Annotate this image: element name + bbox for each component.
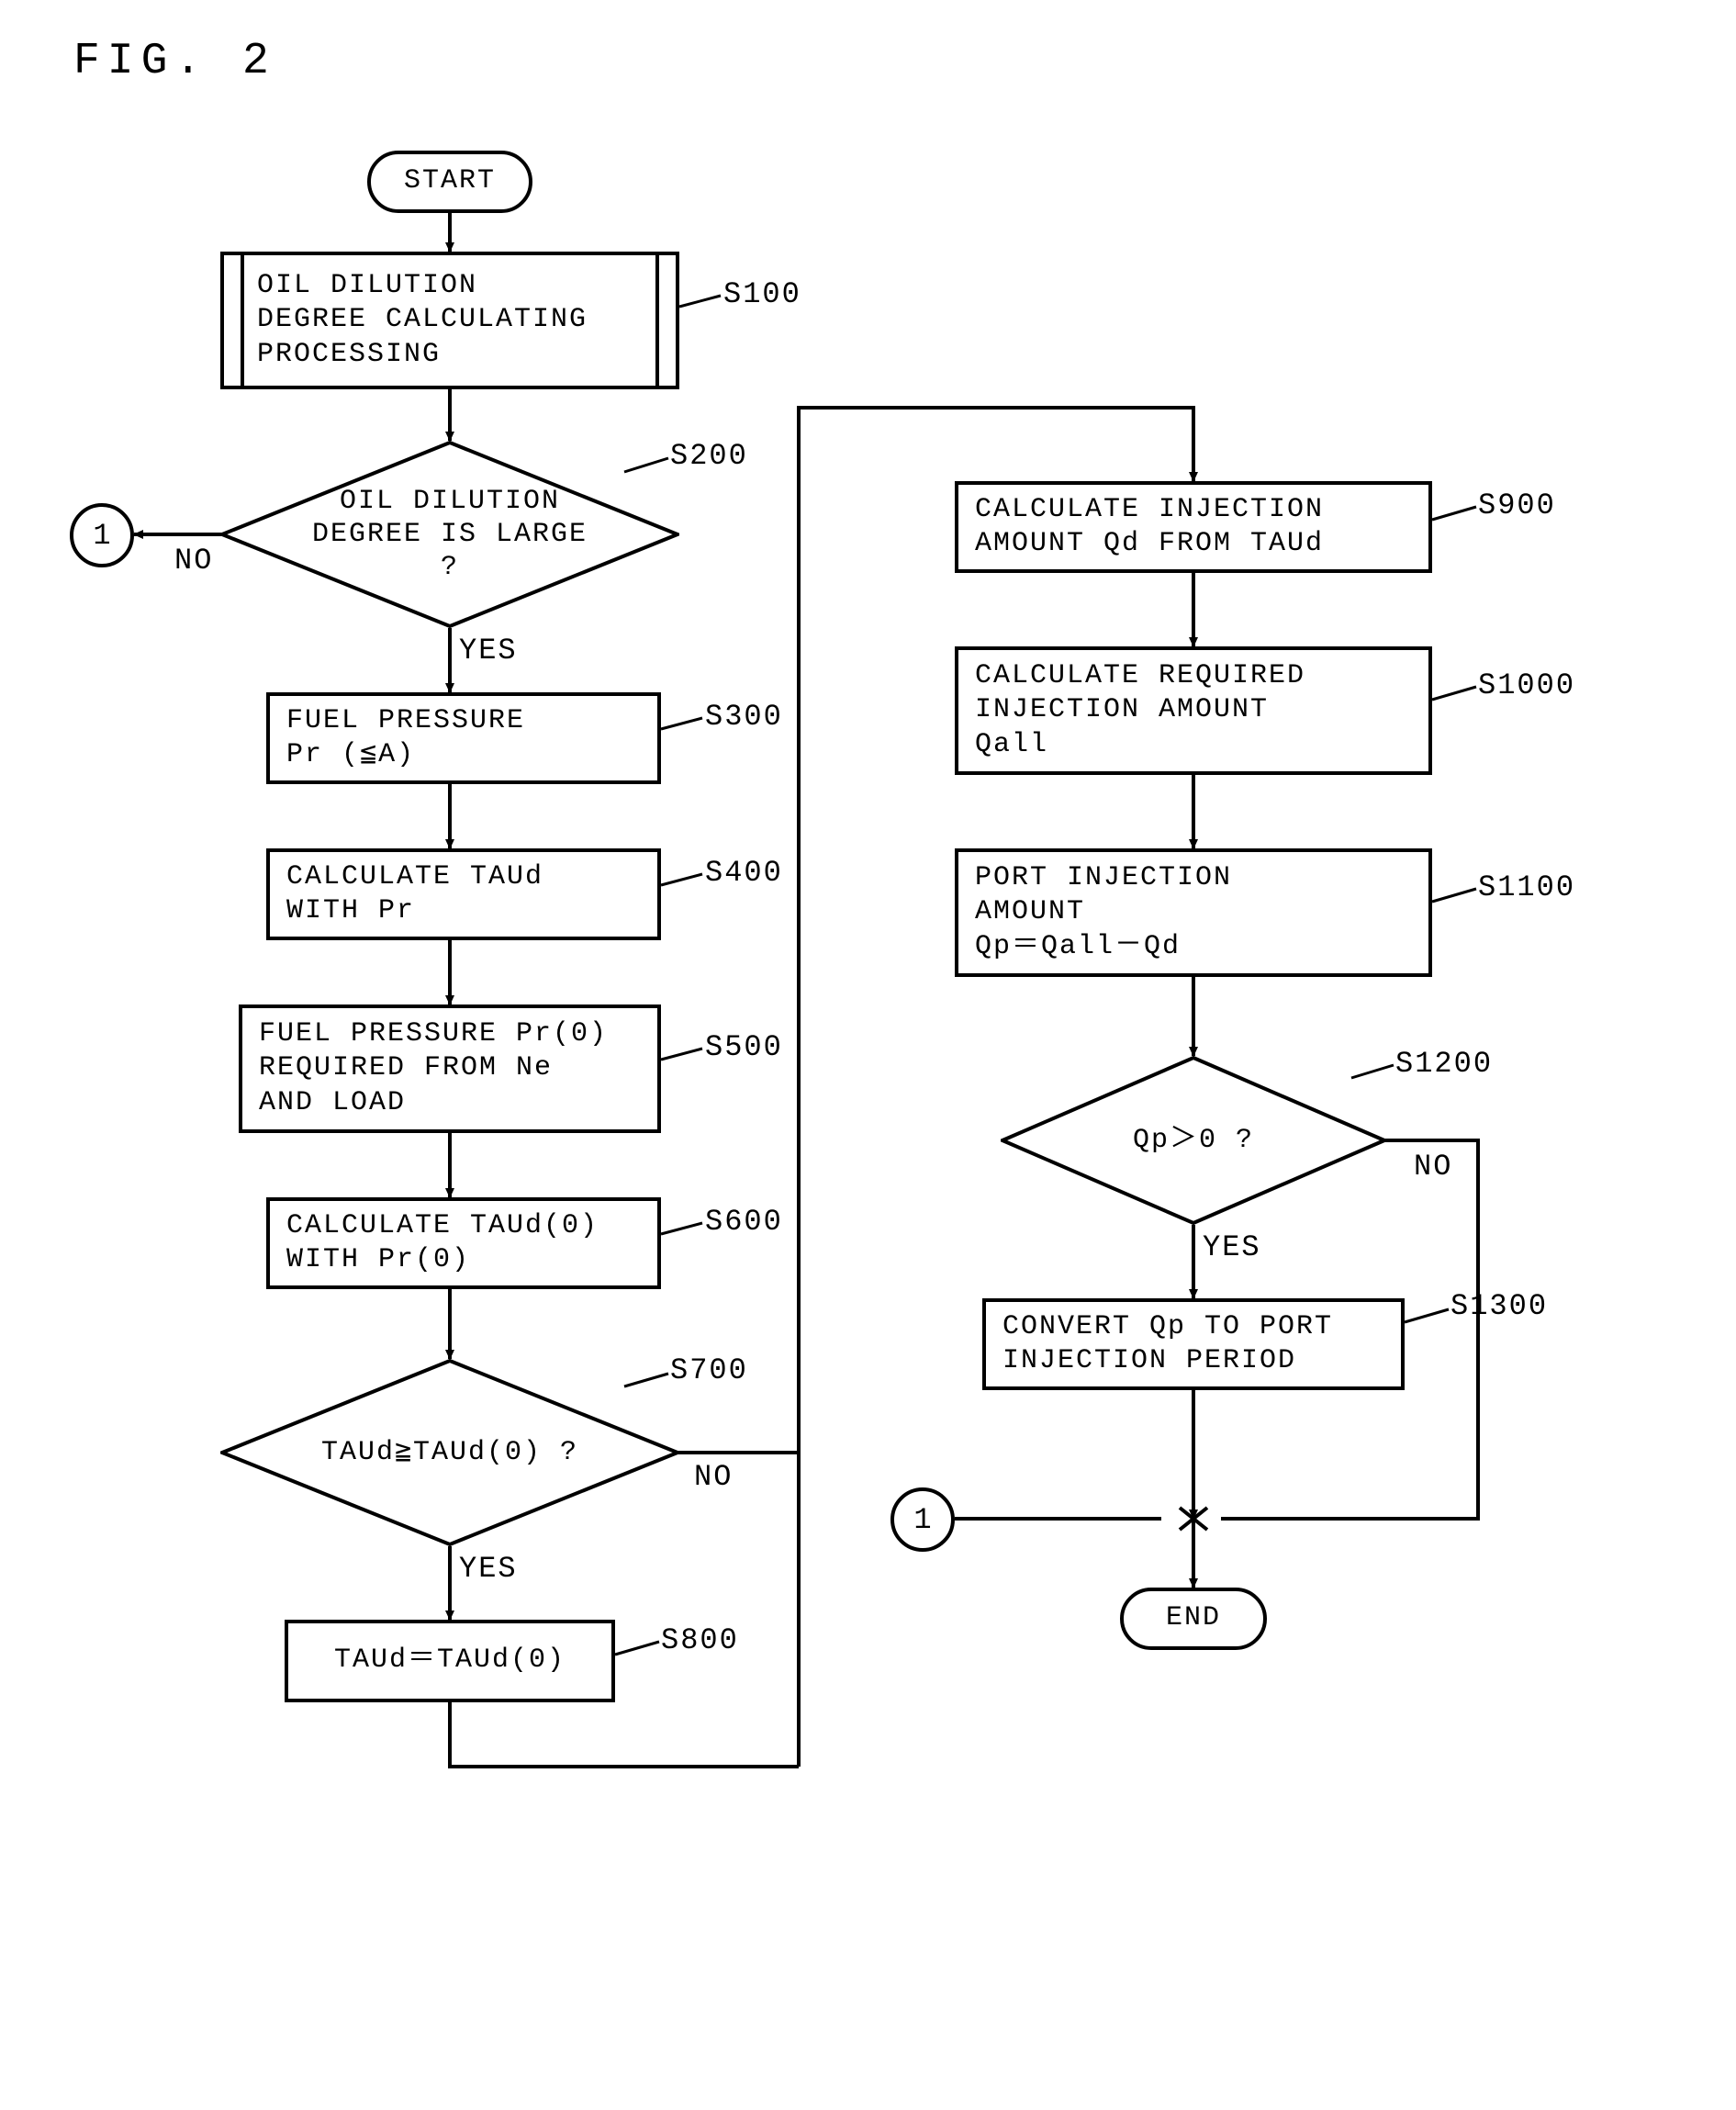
s1300-process: CONVERT Qp TO PORT INJECTION PERIOD: [982, 1298, 1405, 1390]
s900-process: CALCULATE INJECTION AMOUNT Qd FROM TAUd: [955, 481, 1432, 573]
s700-no: NO: [694, 1460, 733, 1494]
s700-yes: YES: [459, 1552, 518, 1586]
figure-title: FIG. 2: [73, 37, 1699, 86]
s800-label: S800: [661, 1623, 739, 1657]
s300-label: S300: [705, 700, 783, 734]
s300-process: FUEL PRESSURE Pr (≦A): [266, 692, 661, 784]
s700-label: S700: [670, 1353, 748, 1387]
s1100-process: PORT INJECTION AMOUNT Qp＝Qall－Qd: [955, 848, 1432, 977]
s1200-no: NO: [1414, 1150, 1452, 1184]
s600-label: S600: [705, 1205, 783, 1239]
flowchart-canvas: START OIL DILUTION DEGREE CALCULATING PR…: [37, 141, 1689, 2070]
s500-process: FUEL PRESSURE Pr(0) REQUIRED FROM Ne AND…: [239, 1004, 661, 1133]
s200-label: S200: [670, 439, 748, 473]
s100-text: OIL DILUTION DEGREE CALCULATING PROCESSI…: [241, 255, 659, 386]
end-terminator: END: [1120, 1588, 1267, 1650]
s1100-label: S1100: [1478, 870, 1575, 904]
s1200-text: Qp＞0 ?: [1001, 1056, 1386, 1225]
s200-no: NO: [174, 544, 213, 578]
connector-1-right: 1: [890, 1487, 955, 1552]
s500-label: S500: [705, 1030, 783, 1064]
s1000-process: CALCULATE REQUIRED INJECTION AMOUNT Qall: [955, 646, 1432, 775]
s200-text: OIL DILUTION DEGREE IS LARGE ?: [220, 441, 679, 628]
s1300-label: S1300: [1450, 1289, 1548, 1323]
s200-yes: YES: [459, 634, 518, 668]
s900-label: S900: [1478, 488, 1556, 522]
s700-text: TAUd≧TAUd(0) ?: [220, 1359, 679, 1546]
s1200-decision: Qp＞0 ?: [1001, 1056, 1386, 1225]
start-terminator: START: [367, 151, 532, 213]
s600-process: CALCULATE TAUd(0) WITH Pr(0): [266, 1197, 661, 1289]
s700-decision: TAUd≧TAUd(0) ?: [220, 1359, 679, 1546]
s100-subprocess: OIL DILUTION DEGREE CALCULATING PROCESSI…: [220, 252, 679, 389]
connector-1-left: 1: [70, 503, 134, 567]
s400-label: S400: [705, 856, 783, 890]
s100-label: S100: [723, 277, 801, 311]
s1200-yes: YES: [1203, 1230, 1261, 1264]
s800-process: TAUd＝TAUd(0): [285, 1620, 615, 1702]
s400-process: CALCULATE TAUd WITH Pr: [266, 848, 661, 940]
s1000-label: S1000: [1478, 668, 1575, 702]
s200-decision: OIL DILUTION DEGREE IS LARGE ?: [220, 441, 679, 628]
s1200-label: S1200: [1395, 1047, 1493, 1081]
